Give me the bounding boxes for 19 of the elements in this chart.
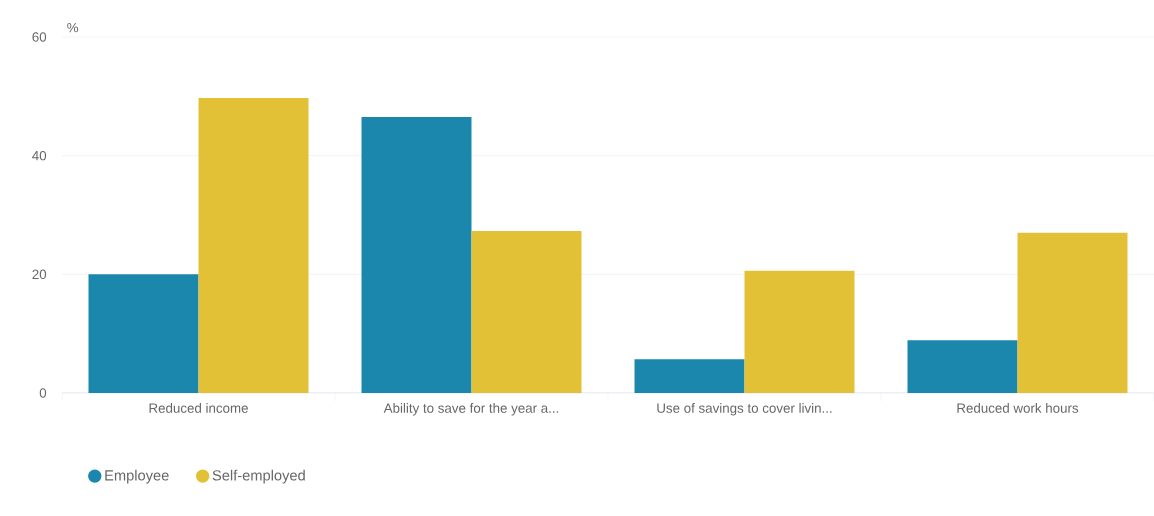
y-tick-label: 0 (39, 388, 47, 398)
legend-label: Employee (105, 469, 169, 484)
bar (198, 98, 309, 393)
bar (634, 359, 745, 393)
bar (88, 274, 199, 393)
x-tick-label: Ability to save for the year a... (383, 403, 559, 416)
bar (471, 231, 582, 393)
bar (361, 117, 472, 393)
bar (1017, 232, 1128, 393)
x-tick-label: Reduced income (149, 403, 248, 413)
legend-label: Self-employed (212, 469, 305, 484)
bar (907, 340, 1018, 393)
x-tick-label: Use of savings to cover livin... (657, 403, 832, 416)
bar (744, 270, 855, 393)
y-tick-label: 40 (32, 150, 47, 161)
x-tick-label: Reduced work hours (957, 403, 1079, 413)
y-axis-title: % (67, 22, 79, 33)
y-tick-label: 60 (32, 32, 47, 42)
y-tick-label: 20 (32, 269, 47, 280)
